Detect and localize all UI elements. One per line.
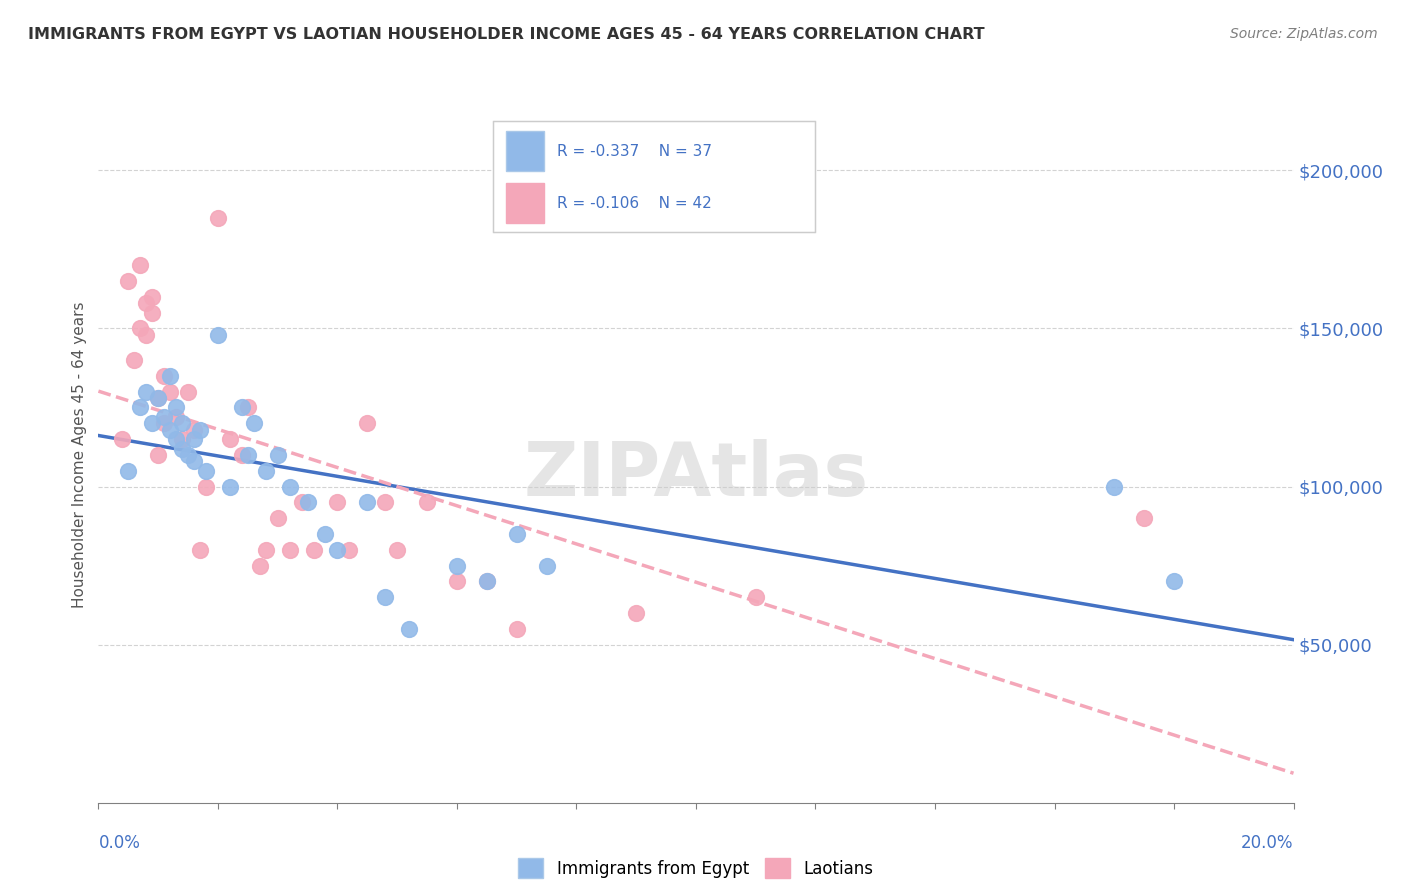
Point	[172, 432, 194, 446]
Point	[195, 464, 218, 478]
Point	[148, 391, 170, 405]
Point	[267, 511, 290, 525]
Text: 20.0%: 20.0%	[1241, 834, 1294, 852]
Point	[1163, 574, 1185, 589]
Point	[231, 448, 253, 462]
Point	[159, 423, 181, 437]
Text: ZIPAtlas: ZIPAtlas	[523, 439, 869, 512]
Point	[326, 495, 349, 509]
Point	[207, 327, 229, 342]
Point	[183, 454, 205, 468]
Point	[536, 558, 558, 573]
Point	[374, 495, 396, 509]
Point	[141, 290, 163, 304]
Point	[165, 409, 187, 424]
Point	[141, 305, 163, 319]
Point	[254, 464, 277, 478]
Point	[177, 448, 200, 462]
Point	[398, 622, 420, 636]
Point	[207, 211, 229, 225]
Point	[1104, 479, 1126, 493]
Point	[446, 558, 468, 573]
Point	[141, 417, 163, 431]
Point	[135, 327, 157, 342]
Point	[135, 384, 157, 399]
Legend: Immigrants from Egypt, Laotians: Immigrants from Egypt, Laotians	[512, 851, 880, 885]
Point	[159, 384, 181, 399]
Point	[148, 448, 170, 462]
Point	[129, 401, 152, 415]
Text: IMMIGRANTS FROM EGYPT VS LAOTIAN HOUSEHOLDER INCOME AGES 45 - 64 YEARS CORRELATI: IMMIGRANTS FROM EGYPT VS LAOTIAN HOUSEHO…	[28, 27, 984, 42]
Point	[124, 353, 146, 368]
Point	[236, 448, 259, 462]
Point	[165, 432, 187, 446]
Point	[315, 527, 337, 541]
Point	[172, 417, 194, 431]
Point	[356, 495, 378, 509]
Point	[129, 321, 152, 335]
Point	[626, 606, 648, 620]
Point	[278, 542, 301, 557]
Point	[129, 258, 152, 272]
Point	[267, 448, 290, 462]
Point	[159, 368, 181, 383]
Point	[195, 479, 218, 493]
Point	[1133, 511, 1156, 525]
Point	[326, 542, 349, 557]
Point	[219, 432, 242, 446]
Point	[231, 401, 253, 415]
Point	[148, 391, 170, 405]
Point	[506, 527, 529, 541]
Point	[188, 542, 211, 557]
Y-axis label: Householder Income Ages 45 - 64 years: Householder Income Ages 45 - 64 years	[72, 301, 87, 608]
Point	[219, 479, 242, 493]
Point	[153, 368, 176, 383]
Point	[111, 432, 134, 446]
Point	[183, 432, 205, 446]
Point	[153, 409, 176, 424]
Point	[475, 574, 498, 589]
Point	[385, 542, 409, 557]
Point	[183, 423, 205, 437]
Point	[153, 417, 176, 431]
Point	[446, 574, 468, 589]
Point	[135, 296, 157, 310]
Point	[745, 591, 768, 605]
Text: 0.0%: 0.0%	[98, 834, 141, 852]
Point	[356, 417, 378, 431]
Point	[165, 401, 187, 415]
Point	[188, 423, 211, 437]
Point	[243, 417, 266, 431]
Point	[254, 542, 277, 557]
Point	[177, 384, 200, 399]
Point	[297, 495, 319, 509]
Point	[117, 274, 139, 288]
Point	[416, 495, 439, 509]
Point	[374, 591, 396, 605]
Point	[475, 574, 498, 589]
Point	[291, 495, 314, 509]
Point	[278, 479, 301, 493]
Point	[339, 542, 360, 557]
Point	[249, 558, 271, 573]
Text: Source: ZipAtlas.com: Source: ZipAtlas.com	[1230, 27, 1378, 41]
Point	[172, 442, 194, 456]
Point	[236, 401, 259, 415]
Point	[117, 464, 139, 478]
Point	[302, 542, 325, 557]
Point	[506, 622, 529, 636]
